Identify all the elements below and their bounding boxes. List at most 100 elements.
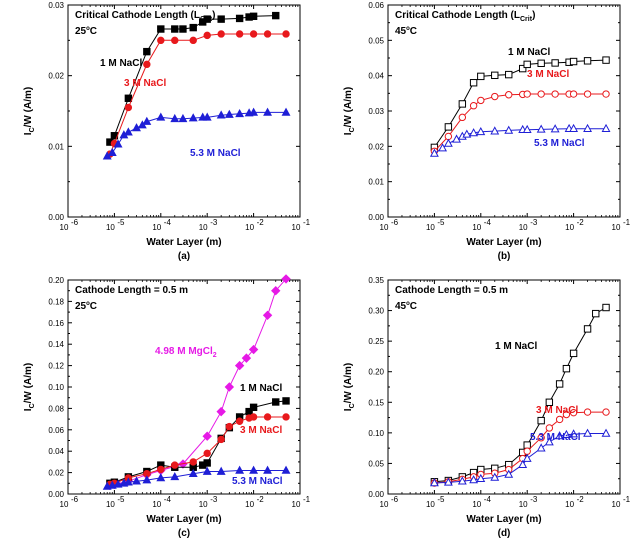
- y-tick-label: 0.03: [48, 1, 64, 10]
- data-point: [202, 466, 212, 475]
- temperature-unit: C: [410, 26, 417, 37]
- y-axis-label-sub: C: [29, 127, 36, 132]
- x-tick-exponent: -5: [437, 495, 445, 504]
- data-point: [583, 123, 593, 132]
- data-point: [476, 127, 486, 136]
- data-point: [490, 126, 500, 135]
- data-point: [469, 475, 479, 484]
- temperature-label: 25oC: [75, 301, 97, 312]
- y-tick-label: 0.14: [48, 340, 64, 349]
- x-tick-exponent: -2: [257, 218, 265, 227]
- series-3-m-nacl: 3 M NaCl: [430, 405, 610, 487]
- y-tick-label: 0.10: [48, 383, 64, 392]
- data-point: [519, 64, 527, 73]
- y-tick-label: 0.05: [368, 459, 384, 468]
- data-point: [235, 417, 244, 425]
- chart-title-end: ): [212, 10, 215, 21]
- data-point: [523, 60, 531, 69]
- series-label-name: 3 M NaCl: [124, 78, 166, 89]
- data-point: [203, 31, 211, 40]
- data-point: [562, 364, 571, 373]
- x-tick-label: 10: [519, 500, 528, 509]
- data-point: [281, 107, 291, 116]
- data-point: [156, 112, 166, 121]
- x-tick-label: 10: [152, 223, 161, 232]
- data-point: [458, 113, 467, 122]
- data-point: [217, 435, 225, 444]
- x-tick-label: 10: [106, 500, 115, 509]
- data-point: [157, 465, 165, 474]
- series-5-3-m-nacl: 5.3 M NaCl: [102, 465, 291, 490]
- data-point: [170, 472, 180, 481]
- data-point: [234, 360, 245, 371]
- data-point: [248, 344, 259, 355]
- data-point: [452, 134, 461, 143]
- data-point: [202, 431, 212, 441]
- y-tick-label: 0.06: [368, 1, 384, 10]
- data-point: [537, 59, 545, 67]
- data-point: [263, 413, 272, 421]
- data-point: [443, 138, 453, 147]
- data-point: [444, 123, 453, 131]
- series-label-sub: 2: [213, 352, 217, 359]
- y-tick-label: 0.00: [48, 490, 64, 499]
- y-axis-label-sub: C: [29, 403, 36, 408]
- x-tick-label: 10: [60, 223, 69, 232]
- data-point: [491, 71, 499, 80]
- series-line: [434, 411, 606, 484]
- data-point: [281, 274, 291, 284]
- x-tick-exponent: -2: [257, 495, 265, 504]
- y-axis-label-rest: /W (A/m): [23, 363, 34, 404]
- series-label-name: 3 M NaCl: [527, 69, 569, 80]
- data-point: [123, 477, 133, 486]
- data-point: [249, 107, 259, 116]
- x-tick-label: 10: [60, 500, 69, 509]
- y-tick-label: 0.18: [48, 297, 64, 306]
- data-point: [457, 476, 467, 485]
- data-point: [562, 410, 571, 419]
- data-point: [583, 428, 593, 437]
- temperature-degree: o: [406, 26, 410, 32]
- x-tick-label: 10: [380, 500, 389, 509]
- data-point: [132, 123, 141, 132]
- x-tick-label: 10: [472, 223, 481, 232]
- y-tick-label: 0.06: [48, 426, 64, 435]
- data-point: [476, 473, 486, 483]
- series-1-m-nacl: 1 M NaCl: [430, 47, 610, 152]
- data-point: [602, 90, 610, 98]
- chart-title-sub: Crit: [520, 16, 533, 23]
- plot-frame: [387, 4, 621, 218]
- series-5-3-m-nacl: 5.3 M NaCl: [102, 107, 291, 160]
- data-point: [477, 96, 485, 105]
- temperature-unit: C: [90, 26, 97, 37]
- series-1-m-nacl: 1 M NaCl: [100, 11, 280, 146]
- x-tick-exponent: -6: [391, 495, 399, 504]
- temperature-value: 45: [395, 301, 407, 312]
- y-tick-label: 0.03: [368, 107, 384, 116]
- series-label: 3 M NaCl: [527, 69, 569, 80]
- data-point: [569, 90, 578, 98]
- data-point: [544, 437, 554, 446]
- data-point: [545, 398, 554, 406]
- x-tick-label: 10: [292, 500, 301, 509]
- data-point: [505, 70, 513, 79]
- data-point: [477, 72, 485, 81]
- chart-panel-c: 0.00 0.02 0.04 0.06 0.08 0.10 0.12 0.14 0.16 0.18…: [23, 274, 311, 539]
- data-point: [188, 113, 198, 122]
- y-tick-label: 0.02: [368, 142, 384, 151]
- x-tick-label: 10: [292, 223, 301, 232]
- x-tick-label: 10: [612, 500, 621, 509]
- data-point: [550, 124, 560, 133]
- chart-title-main: Critical Cathode Length (L: [75, 10, 200, 21]
- y-tick-label: 0.00: [48, 213, 64, 222]
- x-tick-exponent: -5: [437, 218, 445, 227]
- data-point: [282, 413, 290, 421]
- x-tick-exponent: -1: [303, 218, 311, 227]
- data-point: [281, 465, 291, 474]
- data-point: [462, 129, 472, 138]
- x-tick-label: 10: [199, 500, 208, 509]
- chart-panel-d: 0.000.050.100.150.200.250.300.3510-610-5…: [343, 276, 631, 539]
- series-label-name: 3 M NaCl: [536, 405, 578, 416]
- chart-title-main: Cathode Length = 0.5 m: [395, 285, 508, 296]
- data-point: [157, 25, 165, 33]
